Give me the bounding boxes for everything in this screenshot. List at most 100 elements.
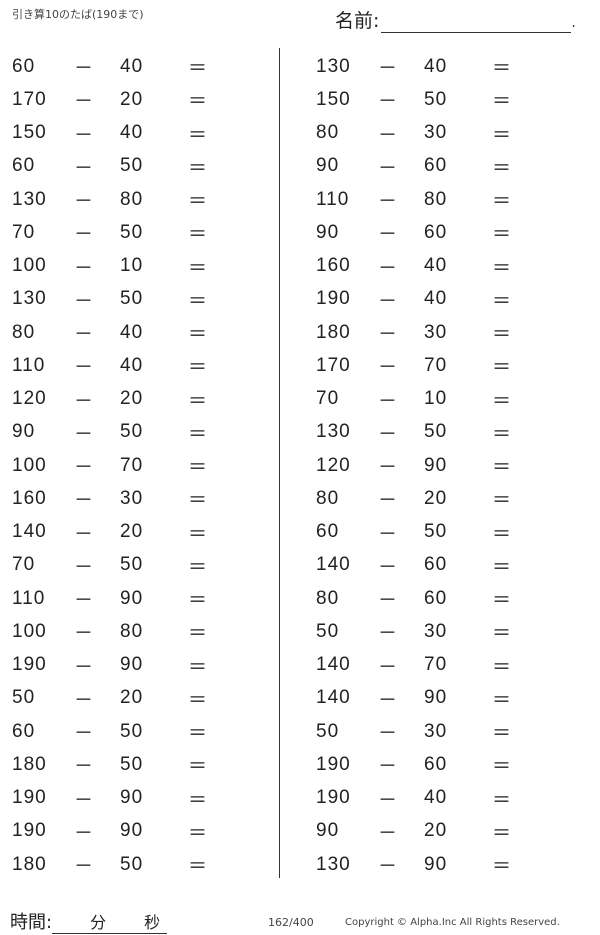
minus-sign: － <box>378 457 399 479</box>
minus-sign: － <box>74 257 95 279</box>
minus-sign: － <box>74 490 95 512</box>
minuend: 190 <box>316 787 351 809</box>
minuend: 190 <box>316 288 351 310</box>
minuend: 130 <box>316 853 351 875</box>
equals-sign: ＝ <box>492 822 513 844</box>
subtrahend: 50 <box>120 421 144 443</box>
problems-right-column: 130 － 40 ＝ 150 － 50 ＝ 80 － 30 ＝ 90 － 60 ＝ 110 － 80 ＝ 90 － 60 ＝ 1… <box>316 50 522 881</box>
minuend: 140 <box>316 687 351 709</box>
minuend: 110 <box>12 354 46 376</box>
minus-sign: － <box>378 324 399 346</box>
minus-sign: － <box>378 290 399 312</box>
worksheet-title: 引き算10のたば(190まで) <box>12 8 144 21</box>
subtrahend: 40 <box>424 787 448 809</box>
minus-sign: － <box>378 390 399 412</box>
minuend: 130 <box>12 288 47 310</box>
minus-sign: － <box>74 756 95 778</box>
equals-sign: ＝ <box>188 423 209 445</box>
minuend: 60 <box>12 155 36 177</box>
problem-row: 180 － 50 ＝ <box>12 848 218 881</box>
minuend: 140 <box>316 654 351 676</box>
minus-sign: － <box>378 656 399 678</box>
problem-row: 190 － 90 ＝ <box>12 815 218 848</box>
subtrahend: 10 <box>120 255 144 277</box>
equals-sign: ＝ <box>492 257 513 279</box>
minus-sign: － <box>74 656 95 678</box>
minus-sign: － <box>74 124 95 146</box>
minuend: 100 <box>12 454 47 476</box>
minuend: 180 <box>12 753 47 775</box>
subtrahend: 20 <box>424 820 448 842</box>
problem-row: 110 － 80 ＝ <box>316 183 522 216</box>
subtrahend: 20 <box>120 687 144 709</box>
minus-sign: － <box>74 856 95 878</box>
problem-row: 180 － 50 ＝ <box>12 748 218 781</box>
equals-sign: ＝ <box>492 423 513 445</box>
equals-sign: ＝ <box>188 656 209 678</box>
minuend: 60 <box>12 720 36 742</box>
minuend: 130 <box>316 421 351 443</box>
minus-sign: － <box>74 191 95 213</box>
equals-sign: ＝ <box>188 257 209 279</box>
subtrahend: 20 <box>120 88 144 110</box>
problem-row: 110 － 90 ＝ <box>12 582 218 615</box>
problem-row: 100 － 10 ＝ <box>12 250 218 283</box>
problem-row: 130 － 50 ＝ <box>12 283 218 316</box>
minuend: 140 <box>316 554 351 576</box>
equals-sign: ＝ <box>492 856 513 878</box>
minus-sign: － <box>378 856 399 878</box>
problem-row: 60 － 50 ＝ <box>12 150 218 183</box>
equals-sign: ＝ <box>188 590 209 612</box>
problem-row: 190 － 90 ＝ <box>12 782 218 815</box>
minuend: 120 <box>316 454 351 476</box>
minus-sign: － <box>74 556 95 578</box>
minuend: 70 <box>12 554 36 576</box>
minus-sign: － <box>74 357 95 379</box>
minus-sign: － <box>74 224 95 246</box>
problem-row: 70 － 10 ＝ <box>316 383 522 416</box>
minuend: 130 <box>316 55 351 77</box>
subtrahend: 50 <box>120 853 144 875</box>
time-label: 時間: <box>10 912 53 933</box>
problem-row: 160 － 40 ＝ <box>316 250 522 283</box>
subtrahend: 90 <box>120 587 144 609</box>
minuend: 70 <box>12 221 36 243</box>
problem-row: 50 － 30 ＝ <box>316 715 522 748</box>
minus-sign: － <box>74 723 95 745</box>
minus-sign: － <box>378 523 399 545</box>
minuend: 190 <box>316 753 351 775</box>
minuend: 90 <box>316 820 340 842</box>
minus-sign: － <box>378 756 399 778</box>
minuend: 90 <box>12 421 36 443</box>
subtrahend: 30 <box>424 620 448 642</box>
time-blank: 分秒 <box>52 913 168 934</box>
subtrahend: 50 <box>120 554 144 576</box>
problem-row: 190 － 40 ＝ <box>316 782 522 815</box>
equals-sign: ＝ <box>492 390 513 412</box>
minuend: 80 <box>316 122 340 144</box>
minuend: 150 <box>316 88 351 110</box>
problem-row: 170 － 20 ＝ <box>12 83 218 116</box>
minus-sign: － <box>74 822 95 844</box>
subtrahend: 40 <box>120 354 144 376</box>
subtrahend: 40 <box>424 288 448 310</box>
name-end: . <box>571 15 576 31</box>
problem-row: 50 － 20 ＝ <box>12 682 218 715</box>
problem-row: 60 － 50 ＝ <box>12 715 218 748</box>
subtrahend: 50 <box>120 221 144 243</box>
minuend: 150 <box>12 122 47 144</box>
minus-sign: － <box>378 224 399 246</box>
minuend: 60 <box>12 55 36 77</box>
minus-sign: － <box>74 390 95 412</box>
minus-sign: － <box>378 257 399 279</box>
equals-sign: ＝ <box>188 290 209 312</box>
problem-row: 170 － 70 ＝ <box>316 349 522 382</box>
equals-sign: ＝ <box>492 58 513 80</box>
minuend: 170 <box>316 354 351 376</box>
subtrahend: 50 <box>424 88 448 110</box>
problem-row: 70 － 50 ＝ <box>12 549 218 582</box>
problem-row: 140 － 60 ＝ <box>316 549 522 582</box>
problems-left-column: 60 － 40 ＝ 170 － 20 ＝ 150 － 40 ＝ 60 － 50 ＝ 130 － 80 ＝ 70 － 50 ＝ 1… <box>12 50 218 881</box>
equals-sign: ＝ <box>492 789 513 811</box>
equals-sign: ＝ <box>188 324 209 346</box>
